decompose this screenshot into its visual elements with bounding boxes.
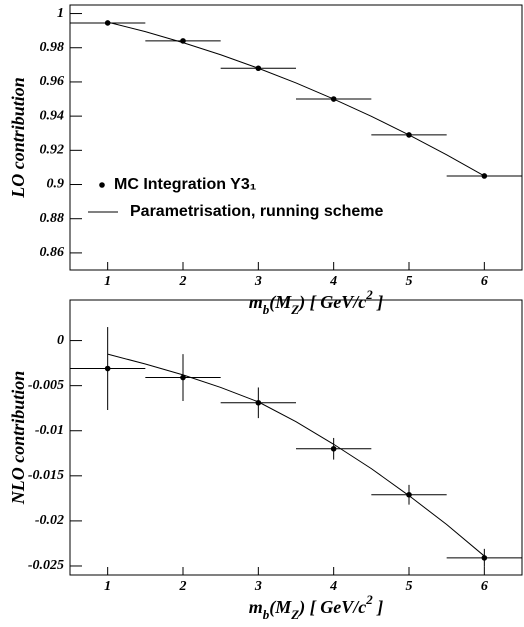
y-tick-label: 0.98 <box>40 40 65 55</box>
fit-curve <box>107 353 485 557</box>
x-tick-label: 3 <box>254 579 262 594</box>
x-tick-label: 4 <box>329 274 337 289</box>
legend-label: MC Integration Y3₁ <box>114 176 257 193</box>
y-tick-label: -0.015 <box>28 468 64 483</box>
y-tick-label: -0.02 <box>35 513 64 528</box>
y-axis-label: LO contribution <box>8 77 28 199</box>
data-point <box>481 173 488 179</box>
data-point <box>330 445 337 452</box>
plot-frame <box>69 4 523 271</box>
x-tick-label: 2 <box>179 579 187 594</box>
x-tick-label: 1 <box>104 579 111 594</box>
y-tick-label: -0.025 <box>28 558 64 573</box>
x-tick-label: 2 <box>179 274 187 289</box>
fit-curve <box>107 21 485 177</box>
x-tick-label: 5 <box>406 579 413 594</box>
x-tick-label: 1 <box>104 274 111 289</box>
plot-frame <box>69 299 523 576</box>
x-tick-label: 4 <box>329 579 337 594</box>
data-point <box>180 374 186 381</box>
x-tick-label: 6 <box>481 579 488 594</box>
data-point <box>104 20 111 26</box>
y-tick-label: 1 <box>57 6 64 21</box>
y-tick-label: -0.005 <box>28 378 64 393</box>
data-point <box>481 555 488 561</box>
x-axis-label: mb(MZ) [ GeV/c2 ] <box>249 592 383 622</box>
legend-label: Parametrisation, running scheme <box>130 203 384 220</box>
y-tick-label: 0.88 <box>40 211 65 226</box>
legend-marker <box>99 182 105 188</box>
x-tick-label: 5 <box>406 274 413 289</box>
x-tick-label: 6 <box>481 274 488 289</box>
x-tick-label: 3 <box>254 274 262 289</box>
data-point <box>104 365 111 372</box>
y-axis-label: NLO contribution <box>8 371 28 506</box>
y-tick-label: 0.92 <box>40 143 65 158</box>
y-tick-label: 0.9 <box>47 177 65 192</box>
y-tick-label: 0.96 <box>40 74 65 89</box>
y-tick-label: 0.94 <box>40 108 65 123</box>
x-axis-label: mb(MZ) [ GeV/c2 ] <box>249 287 383 317</box>
y-tick-label: 0.86 <box>40 245 65 260</box>
y-tick-label: 0 <box>57 333 64 348</box>
y-tick-label: -0.01 <box>35 423 64 438</box>
